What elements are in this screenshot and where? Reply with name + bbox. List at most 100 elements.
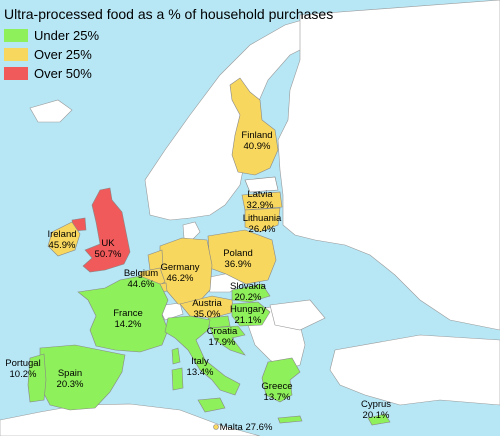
label-malta: Malta 27.6%: [220, 422, 273, 433]
label-italy-value: 13.4%: [186, 367, 214, 378]
countries-layer: [27, 77, 391, 430]
land-denmark: [182, 221, 201, 241]
land-north-africa: [0, 403, 261, 436]
label-slovakia-value: 20.2%: [234, 292, 262, 303]
country-hungary: [231, 301, 271, 327]
map-title: Ultra-processed food as a % of household…: [4, 6, 334, 22]
label-germany-value: 46.2%: [166, 273, 194, 284]
label-hungary: Hungary 21.1%: [230, 304, 266, 326]
country-crete: [277, 415, 303, 424]
country-ireland: [47, 221, 81, 257]
land-east: [277, 0, 500, 331]
label-uk: UK 50.7%: [95, 238, 122, 260]
label-portugal-value: 10.2%: [9, 369, 37, 380]
legend-item-over-25: Over 25%: [4, 45, 99, 64]
legend: Under 25% Over 25% Over 50%: [4, 26, 99, 83]
country-slovakia: [231, 283, 271, 303]
legend-label-over-25: Over 25%: [34, 47, 92, 62]
country-greece: [261, 357, 301, 403]
label-latvia-name: Latvia: [247, 189, 273, 200]
label-finland-value: 40.9%: [243, 141, 271, 152]
label-greece-value: 13.7%: [263, 392, 291, 403]
label-germany: Germany 46.2%: [160, 262, 199, 284]
country-cyprus: [367, 413, 391, 426]
country-lithuania: [244, 207, 281, 233]
label-lithuania: Lithuania 26.4%: [243, 213, 282, 235]
land-iceland: [29, 99, 73, 123]
label-greece-name: Greece: [261, 381, 293, 392]
label-hungary-value: 21.1%: [234, 315, 262, 326]
label-ireland: Ireland 45.9%: [47, 229, 76, 251]
country-uk: [82, 187, 131, 273]
label-ireland-name: Ireland: [47, 229, 77, 240]
label-spain: Spain 20.3%: [57, 368, 84, 390]
label-germany-name: Germany: [160, 262, 200, 273]
label-greece: Greece 13.7%: [261, 381, 292, 403]
label-belgium-name: Belgium: [123, 268, 159, 279]
label-poland-name: Poland: [223, 248, 253, 259]
country-sardinia: [171, 367, 184, 391]
label-malta-name: Malta: [219, 422, 243, 433]
label-france-name: France: [113, 308, 143, 319]
label-lithuania-name: Lithuania: [242, 213, 282, 224]
label-croatia: Croatia 17.9%: [207, 326, 238, 348]
land-turkey: [329, 334, 500, 406]
legend-label-under-25: Under 25%: [34, 28, 100, 43]
country-croatia: [209, 325, 246, 356]
legend-swatch-under-25: [4, 29, 28, 42]
label-poland: Poland 36.9%: [223, 248, 253, 270]
country-sicily: [197, 397, 226, 413]
label-latvia-value: 32.9%: [246, 200, 274, 211]
label-portugal: Portugal 10.2%: [5, 358, 40, 380]
label-italy-name: Italy: [191, 356, 209, 367]
label-cyprus-value: 20.1%: [362, 410, 390, 421]
label-finland: Finland 40.9%: [241, 130, 272, 152]
legend-swatch-over-50: [4, 67, 28, 80]
label-poland-value: 36.9%: [224, 259, 252, 270]
legend-swatch-over-25: [4, 48, 28, 61]
legend-label-over-50: Over 50%: [34, 66, 92, 81]
label-austria-name: Austria: [192, 298, 222, 309]
label-ireland-value: 45.9%: [48, 240, 76, 251]
country-malta: [213, 424, 219, 430]
label-uk-value: 50.7%: [94, 249, 122, 260]
label-belgium-value: 44.6%: [127, 279, 155, 290]
country-corsica: [171, 347, 181, 365]
label-portugal-name: Portugal: [5, 358, 41, 369]
label-belgium: Belgium 44.6%: [124, 268, 158, 290]
label-finland-name: Finland: [241, 130, 273, 141]
label-spain-value: 20.3%: [56, 379, 84, 390]
label-spain-name: Spain: [57, 368, 83, 379]
country-france: [77, 275, 169, 353]
label-croatia-name: Croatia: [206, 326, 238, 337]
country-italy: [164, 315, 241, 396]
country-finland: [229, 77, 279, 176]
label-slovakia-name: Slovakia: [230, 281, 266, 292]
country-latvia: [241, 191, 283, 211]
country-estonia: [244, 176, 279, 193]
country-netherlands: [147, 249, 164, 271]
land-scandinavia: [144, 14, 321, 221]
label-lithuania-value: 26.4%: [248, 224, 276, 235]
land-romania: [269, 299, 326, 331]
label-italy: Italy 13.4%: [187, 356, 214, 378]
label-latvia: Latvia 32.9%: [247, 189, 274, 211]
label-slovakia: Slovakia 20.2%: [230, 281, 266, 303]
label-france: France 14.2%: [113, 308, 143, 330]
label-cyprus: Cyprus 20.1%: [361, 399, 391, 421]
label-hungary-name: Hungary: [230, 304, 266, 315]
label-austria-value: 35.0%: [193, 309, 221, 320]
label-uk-name: UK: [101, 238, 115, 249]
legend-item-over-50: Over 50%: [4, 64, 99, 83]
label-malta-value: 27.6%: [245, 422, 273, 433]
country-portugal: [27, 353, 47, 403]
label-cyprus-name: Cyprus: [360, 399, 392, 410]
label-austria: Austria 35.0%: [192, 298, 222, 320]
label-croatia-value: 17.9%: [208, 337, 236, 348]
label-france-value: 14.2%: [114, 319, 142, 330]
legend-item-under-25: Under 25%: [4, 26, 99, 45]
country-poland: [207, 229, 277, 285]
